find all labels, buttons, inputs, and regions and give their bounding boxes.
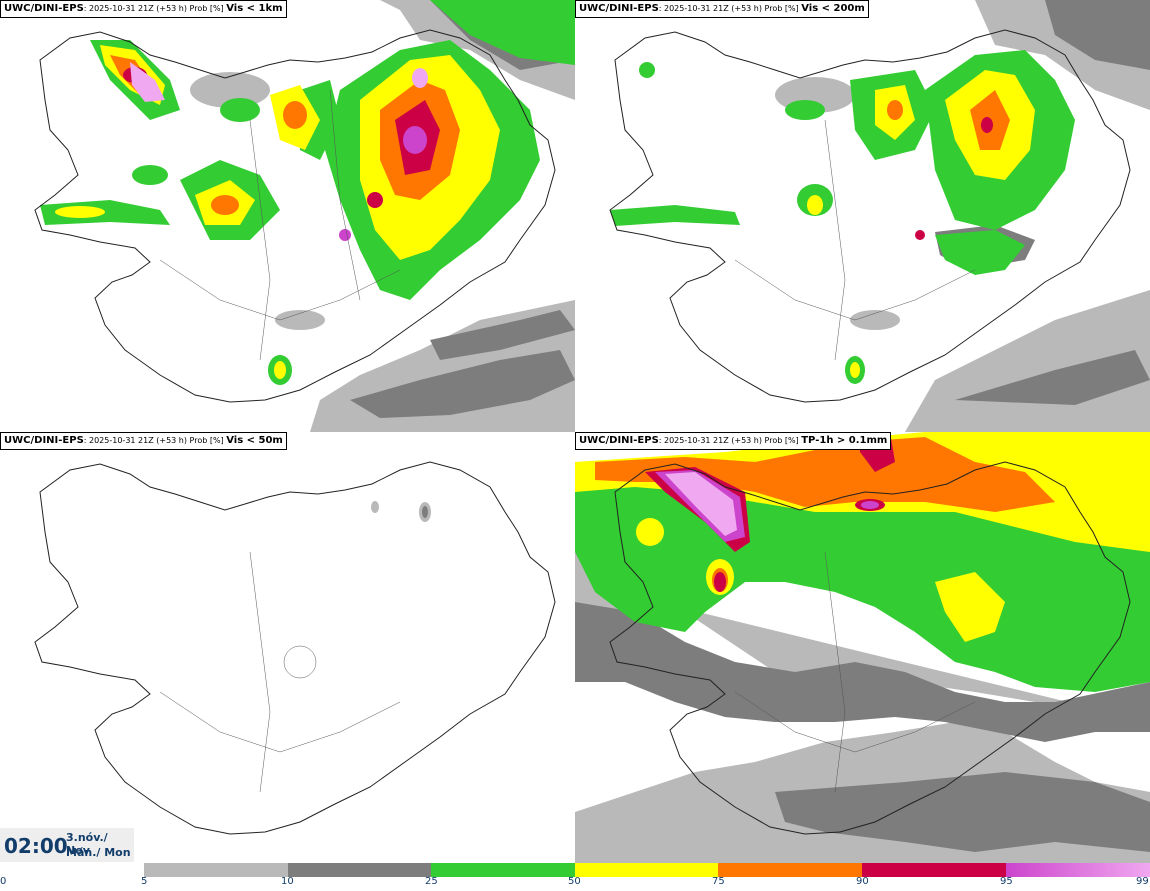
tick-label: 50 <box>568 876 581 887</box>
panel-title: UWC/DINI-EPS: 2025-10-31 21Z (+53 h) Pro… <box>0 432 287 450</box>
map-vis-200m <box>575 0 1150 432</box>
probability-colorbar <box>144 863 1150 877</box>
internal-boundaries <box>159 89 401 361</box>
map-vis-50m <box>0 432 575 864</box>
map-tp-1h <box>575 432 1150 864</box>
tick-label: 99 <box>1136 876 1149 887</box>
colorbar-segment-95 <box>1006 863 1150 877</box>
tick-label: 25 <box>425 876 438 887</box>
panel-vis-1km: UWC/DINI-EPS: 2025-10-31 21Z (+53 h) Pro… <box>0 0 575 432</box>
valid-time-box: 02:00 3.nóv./ Nov Mán./ Mon <box>0 828 134 862</box>
colorbar-segment-75 <box>718 863 862 877</box>
tick-label: 10 <box>281 876 294 887</box>
prob-99-layer <box>130 62 428 102</box>
colorbar-segment-90 <box>862 863 1006 877</box>
colorbar-segment-10 <box>288 863 431 877</box>
tick-label: 75 <box>712 876 725 887</box>
internal-boundaries <box>159 551 401 793</box>
prob-90-layer <box>915 117 993 240</box>
colorbar-segment-25 <box>431 863 575 877</box>
panel-title: UWC/DINI-EPS: 2025-10-31 21Z (+53 h) Pro… <box>0 0 287 18</box>
valid-weekday: Mán./ Mon <box>66 846 131 859</box>
tick-label: 0 <box>0 876 7 887</box>
tick-label: 90 <box>856 876 869 887</box>
map-vis-1km <box>0 0 575 432</box>
internal-boundaries <box>734 551 976 793</box>
panel-vis-200m: UWC/DINI-EPS: 2025-10-31 21Z (+53 h) Pro… <box>575 0 1150 432</box>
prob-95-layer <box>339 126 427 241</box>
panel-vis-50m: UWC/DINI-EPS: 2025-10-31 21Z (+53 h) Pro… <box>0 432 575 864</box>
panel-tp-1h: UWC/DINI-EPS: 2025-10-31 21Z (+53 h) Pro… <box>575 432 1150 864</box>
panel-title: UWC/DINI-EPS: 2025-10-31 21Z (+53 h) Pro… <box>575 432 892 450</box>
valid-time: 02:00 <box>4 834 68 858</box>
tick-label: 95 <box>1000 876 1013 887</box>
panel-title: UWC/DINI-EPS: 2025-10-31 21Z (+53 h) Pro… <box>575 0 869 18</box>
prob-10-layer <box>575 602 1150 852</box>
prob-99-layer <box>665 472 737 536</box>
tick-label: 5 <box>141 876 148 887</box>
prob-10-layer <box>422 506 428 518</box>
colorbar-segment-5 <box>144 863 288 877</box>
valid-date: 3.nóv./ Nov <box>66 831 108 857</box>
colorbar-segment-50 <box>575 863 718 877</box>
internal-boundaries <box>734 119 976 361</box>
